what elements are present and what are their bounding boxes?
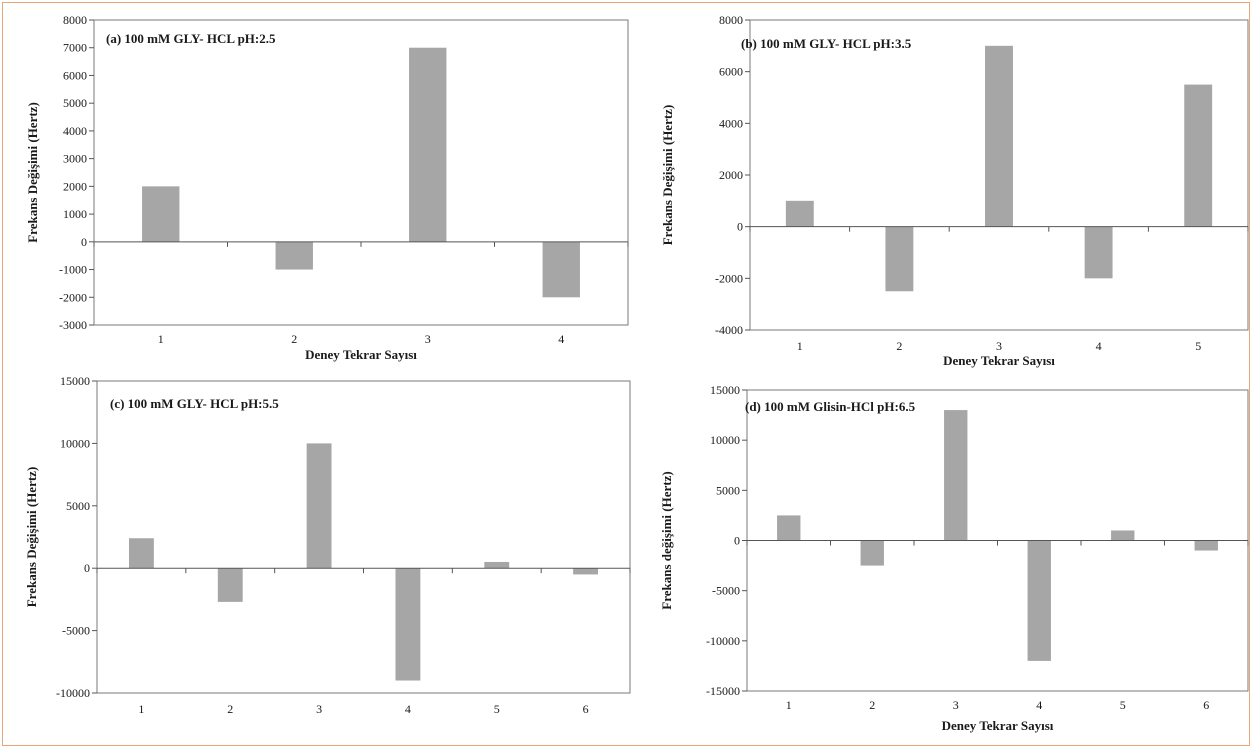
chart-d: 15000 10000 5000 0 -5000 -10000 -15000 1 2 3 4 5 6 De… [659, 383, 1249, 733]
y-tick-label: 15000 [60, 374, 90, 388]
x-axis-title: Deney Tekrar Sayısı [305, 347, 417, 362]
y-tick-label: 3000 [63, 152, 87, 166]
y-tick-label: -2000 [715, 271, 743, 285]
y-tick-label: 0 [84, 561, 90, 575]
y-tick-label: 4000 [719, 116, 743, 130]
plot-border [96, 380, 631, 694]
bar-4 [395, 568, 421, 681]
bar-4 [1027, 540, 1051, 661]
y-tick-label: 0 [737, 220, 743, 234]
x-tick-label: 2 [227, 702, 233, 716]
x-tick-label: 1 [158, 332, 164, 346]
y-tick-label: 5000 [63, 96, 87, 110]
bar-6 [1194, 540, 1218, 551]
plot-border [93, 19, 629, 326]
bar-2 [860, 540, 884, 566]
bar-2 [275, 241, 313, 270]
y-tick-label: -4000 [715, 323, 743, 337]
bar-1 [128, 538, 154, 569]
y-axis-title: Frekans Değişimi (Hertz) [660, 105, 675, 246]
y-tick-label: 2000 [719, 168, 743, 182]
x-tick-label: 4 [1096, 339, 1102, 353]
x-tick-label: 6 [1203, 698, 1209, 712]
panel-title: (a) 100 mM GLY- HCL pH:2.5 [106, 31, 276, 46]
y-tick-label: 5000 [716, 483, 740, 497]
x-tick-label: 4 [405, 702, 411, 716]
bar-3 [409, 47, 447, 242]
bar-2 [217, 568, 243, 602]
x-tick-label: 5 [1195, 339, 1201, 353]
panel-title: (d) 100 mM Glisin-HCl pH:6.5 [745, 399, 916, 414]
y-tick-label: 6000 [719, 65, 743, 79]
y-tick-label: -5000 [712, 584, 740, 598]
x-axis-title: Deney Tekrar Sayısı [943, 353, 1055, 368]
x-tick-label: 1 [138, 702, 144, 716]
y-tick-label: -5000 [62, 624, 90, 638]
bar-1 [142, 186, 180, 242]
y-tick-label: 6000 [63, 68, 87, 82]
bar-5 [484, 561, 510, 569]
bar-2 [885, 226, 914, 292]
x-tick-label: 1 [797, 339, 803, 353]
x-tick-label: 4 [558, 332, 564, 346]
y-tick-label: 10000 [60, 436, 90, 450]
panel-title: (c) 100 mM GLY- HCL pH:5.5 [110, 396, 279, 411]
y-tick-label: 4000 [63, 124, 87, 138]
x-tick-label: 2 [896, 339, 902, 353]
bar-1 [777, 515, 801, 541]
x-tick-label: 3 [953, 698, 959, 712]
x-tick-label: 6 [583, 702, 589, 716]
bar-3 [944, 410, 968, 541]
y-tick-label: -3000 [59, 318, 87, 332]
y-tick-label: -1000 [59, 263, 87, 277]
y-axis-title: Frekans değişimi (Hertz) [659, 471, 674, 609]
y-tick-label: 0 [734, 534, 740, 548]
x-tick-label: 3 [996, 339, 1002, 353]
y-tick-label: 7000 [63, 41, 87, 55]
bar-6 [573, 568, 599, 575]
y-tick-label: -2000 [59, 290, 87, 304]
bar-3 [985, 45, 1013, 227]
x-tick-label: 2 [291, 332, 297, 346]
bar-5 [1111, 530, 1135, 541]
x-tick-label: 4 [1036, 698, 1042, 712]
chart-c: 15000 10000 5000 0 -5000 -10000 1 2 3 4 5 6 Frekans … [24, 374, 631, 716]
y-axis-title: Frekans Değişimi (Hertz) [24, 467, 39, 608]
chart-b: 8000 6000 4000 2000 0 -2000 -4000 1 2 3 4 5 Deney Te… [660, 13, 1249, 368]
bar-3 [306, 443, 332, 569]
y-tick-label: 15000 [710, 383, 740, 397]
y-tick-label: -10000 [706, 634, 740, 648]
y-tick-label: 8000 [63, 13, 87, 27]
x-tick-label: 1 [786, 698, 792, 712]
bar-1 [785, 200, 814, 227]
y-axis-title: Frekans Değişimi (Hertz) [25, 102, 40, 243]
x-tick-label: 5 [1120, 698, 1126, 712]
x-tick-label: 3 [425, 332, 431, 346]
bar-5 [1184, 84, 1213, 227]
x-tick-label: 2 [869, 698, 875, 712]
chart-a: 8000 7000 6000 5000 4000 3000 2000 1000 0 -1000 -2… [25, 13, 629, 362]
x-axis-title: Deney Tekrar Sayısı [942, 718, 1054, 733]
y-tick-label: 0 [81, 235, 87, 249]
y-tick-label: 8000 [719, 13, 743, 27]
x-tick-label: 5 [494, 702, 500, 716]
y-tick-label: 10000 [710, 433, 740, 447]
y-tick-label: 1000 [63, 207, 87, 221]
bar-4 [1084, 226, 1113, 279]
y-tick-label: -10000 [56, 686, 90, 700]
y-tick-label: -15000 [706, 684, 740, 698]
y-tick-label: 5000 [66, 499, 90, 513]
bar-4 [542, 241, 580, 298]
y-tick-label: 2000 [63, 179, 87, 193]
panel-title: (b) 100 mM GLY- HCL pH:3.5 [741, 36, 912, 51]
x-tick-label: 3 [316, 702, 322, 716]
